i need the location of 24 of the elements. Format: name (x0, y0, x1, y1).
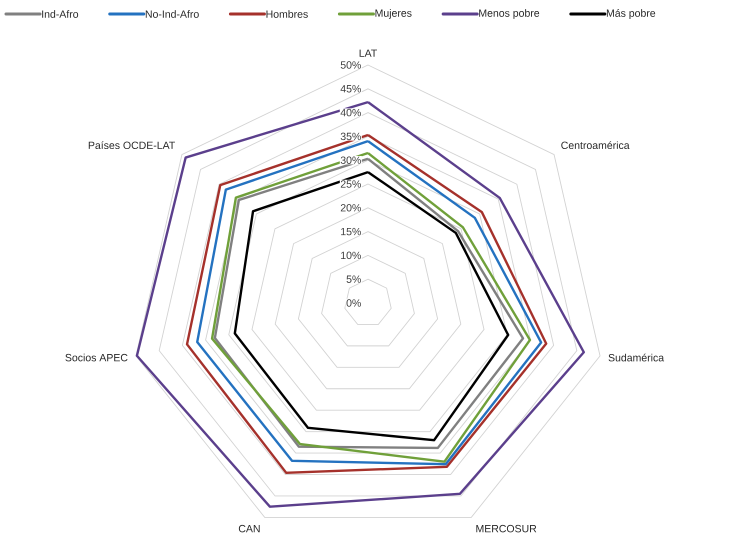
legend-label: Mujeres (375, 9, 412, 19)
spoke-label: Sudamérica (608, 354, 664, 362)
y-tick-label: 40% (340, 108, 361, 116)
spoke-label: Países OCDE-LAT (88, 141, 176, 150)
legend-label: Menos pobre (479, 9, 540, 19)
y-tick-label: 5% (346, 275, 361, 283)
legend-label: No-Ind-Afro (146, 10, 199, 18)
spoke-label: Socios APEC (65, 354, 128, 362)
spoke-label: CAN (238, 524, 260, 532)
y-tick-label: 10% (341, 252, 361, 260)
spoke-label: Centroamérica (561, 141, 630, 150)
legend-label: Ind-Afro (42, 10, 78, 18)
y-tick-label: 35% (340, 132, 361, 140)
spoke-label: MERCOSUR (476, 524, 536, 532)
legend-label: Más pobre (606, 9, 656, 19)
y-tick-label: 20% (340, 204, 361, 212)
y-tick-label: 0% (346, 299, 361, 307)
y-tick-label: 50% (340, 61, 361, 69)
y-tick-label: 25% (340, 180, 361, 188)
y-tick-label: 15% (341, 228, 361, 236)
spoke-label: LAT (360, 50, 378, 57)
y-tick-label: 30% (340, 156, 361, 164)
y-tick-label: 45% (340, 85, 361, 92)
legend-label: Hombres (266, 10, 308, 18)
